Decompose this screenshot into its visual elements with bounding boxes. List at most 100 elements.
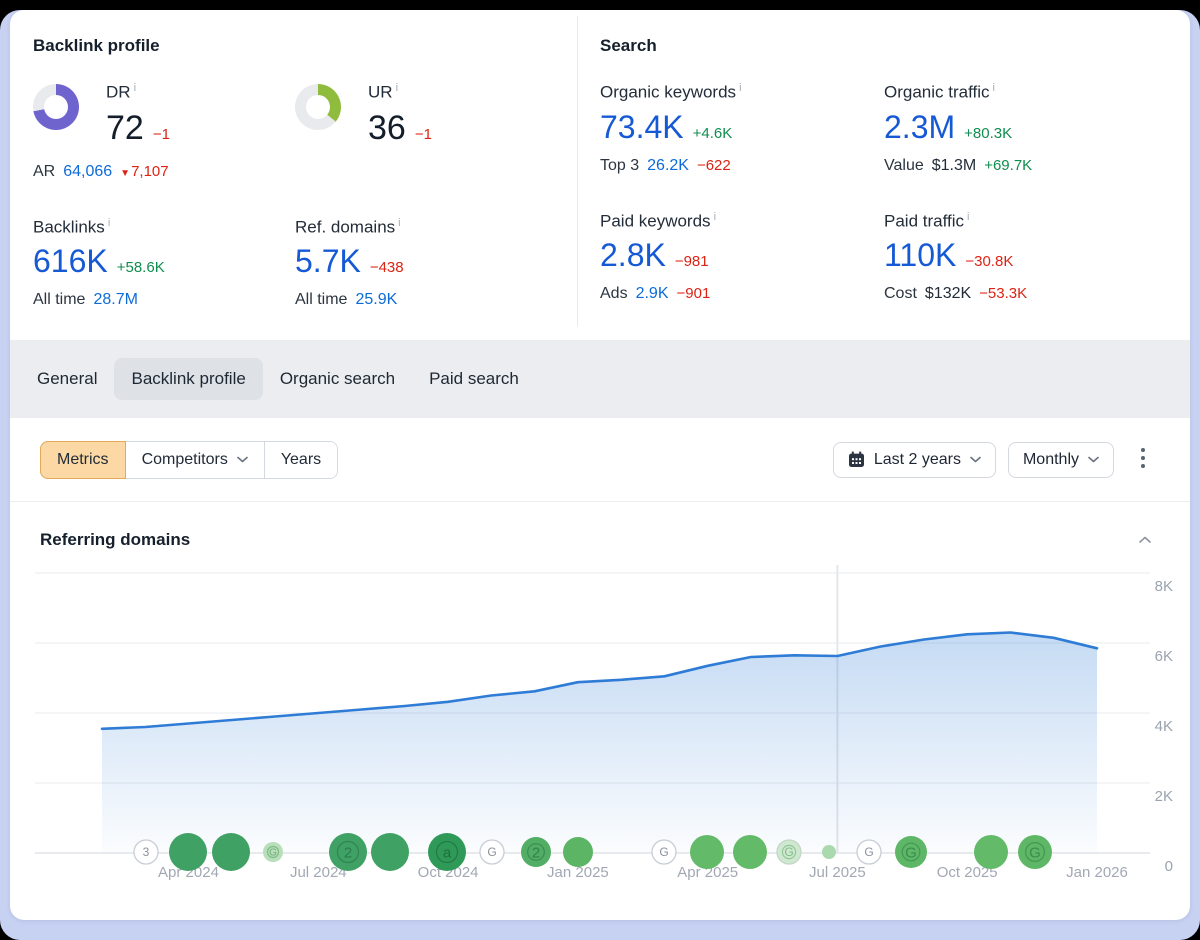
info-icon[interactable]: i [398,216,401,229]
competitors-button[interactable]: Competitors [124,441,264,478]
info-icon[interactable]: i [133,82,137,94]
metric-value[interactable]: 110K [884,237,957,274]
event-dot-label: G [269,848,277,859]
sub-label: Top 3 [600,156,640,174]
sub-value[interactable]: 2.9K [635,285,669,303]
sub-value[interactable]: $132K [924,285,972,303]
chart-title: Referring domains [40,529,191,549]
sub-change: −53.3K [979,285,1028,303]
kebab-menu-button[interactable] [1132,441,1154,478]
collapse-button[interactable] [1134,528,1156,551]
tab-general[interactable]: General [20,358,114,400]
chevron-up-icon [1139,536,1151,543]
event-dot-ring [1024,842,1045,863]
metric-change: −1 [414,125,432,143]
metric-ur: UR i 36 −1 [295,82,563,181]
ar-value[interactable]: 64,066 [63,162,113,180]
tab-organic-search[interactable]: Organic search [263,358,412,400]
info-icon[interactable]: i [992,82,995,94]
event-dot[interactable] [329,833,367,871]
event-dot-label: a [443,844,452,861]
metric-ref-domains: Ref. domains i 5.7K −438 All time 25.9K [295,217,563,310]
event-dot[interactable] [521,837,551,867]
metric-change: +4.6K [692,124,733,142]
metrics-button[interactable]: Metrics [41,441,125,478]
metric-label: Paid traffic [884,211,965,231]
event-dot[interactable] [690,835,724,869]
event-dot[interactable] [895,836,927,868]
metric-label: Backlinks [33,217,105,237]
event-dot[interactable] [263,842,283,862]
triangle-down-icon: ▼ [120,167,131,179]
event-dot[interactable] [974,835,1008,869]
sub-label: All time [295,291,348,309]
search-section: Search Organic keywords i 73.4K +4.6K Top … [577,10,1190,340]
tab-bar: General Backlink profile Organic search Pai… [10,340,1190,418]
metric-value: 72 [106,108,144,147]
y-tick-label: 8K [1155,578,1173,595]
tab-backlink-profile[interactable]: Backlink profile [114,358,263,400]
sub-change: +69.7K [984,156,1033,174]
metric-change: −1 [152,125,170,143]
metric-change: +58.6K [116,259,165,277]
event-dot[interactable] [856,839,882,865]
event-dot-ring [266,845,280,859]
backlink-profile-section: Backlink profile DR i 72 −1 AR 64,066 ▼7,1… [10,10,577,340]
metric-value[interactable]: 2.8K [600,237,666,274]
y-tick-label: 0 [1165,858,1173,875]
right-controls: Last 2 years Monthly [832,441,1154,478]
event-dot-ring [901,842,921,862]
stats-header: Backlink profile DR i 72 −1 AR 64,066 ▼7,1… [10,10,1190,340]
y-tick-label: 4K [1155,718,1173,735]
referring-domains-section: Referring domains 8K 6K 4K 2K 0 Apr 2024 Jul 2… [10,502,1190,920]
metric-value[interactable]: 5.7K [295,243,361,280]
tab-paid-search[interactable]: Paid search [412,358,536,400]
sub-value[interactable]: 25.9K [355,291,398,309]
event-dot[interactable] [212,833,250,871]
sub-label: Cost [884,285,917,303]
sub-label: Value [884,156,924,174]
metric-label: Organic keywords [600,82,737,102]
event-dot-label: 2 [344,844,352,861]
metric-value[interactable]: 616K [33,243,108,280]
event-dot-ring [435,840,459,864]
domain-overview-card: Backlink profile DR i 72 −1 AR 64,066 ▼7,1… [10,10,1190,920]
y-tick-label: 2K [1155,788,1173,805]
event-dot[interactable] [133,839,159,865]
info-icon[interactable]: i [739,82,742,94]
x-tick-label: Apr 2024 [158,864,219,881]
info-icon[interactable]: i [967,210,970,223]
event-dot-label: G [487,845,496,859]
sub-value[interactable]: 28.7M [93,291,138,309]
date-range-button[interactable]: Last 2 years [832,441,996,478]
ar-change: ▼7,107 [120,162,169,180]
event-dot[interactable] [1018,835,1052,869]
metric-value[interactable]: 2.3M [884,108,956,145]
years-button[interactable]: Years [263,441,338,478]
event-dot-label: G [905,844,917,861]
sub-value[interactable]: 26.2K [647,156,689,174]
chevron-down-icon [1088,456,1099,463]
event-dot[interactable] [563,837,593,867]
info-icon[interactable]: i [713,210,717,223]
metric-backlinks: Backlinks i 616K +58.6K All time 28.7M [33,217,295,310]
area-fill [102,632,1097,853]
info-icon[interactable]: i [395,82,399,94]
metric-label: Organic traffic [884,82,990,102]
event-dot[interactable] [733,835,767,869]
metric-change: −438 [369,259,404,277]
event-dot-ring [336,840,360,864]
sub-value[interactable]: $1.3M [931,156,977,174]
event-dot[interactable] [169,833,207,871]
event-dot[interactable] [371,833,409,871]
metric-label: Ref. domains [295,217,396,237]
x-tick-label: Jul 2025 [809,864,866,881]
event-dot[interactable] [822,845,836,859]
metric-value[interactable]: 73.4K [600,108,684,145]
event-dot[interactable] [428,833,466,871]
info-icon[interactable]: i [107,216,111,229]
event-dot[interactable] [479,839,505,865]
event-dot[interactable] [776,839,802,865]
granularity-button[interactable]: Monthly [1007,441,1114,478]
event-dot[interactable] [651,839,677,865]
